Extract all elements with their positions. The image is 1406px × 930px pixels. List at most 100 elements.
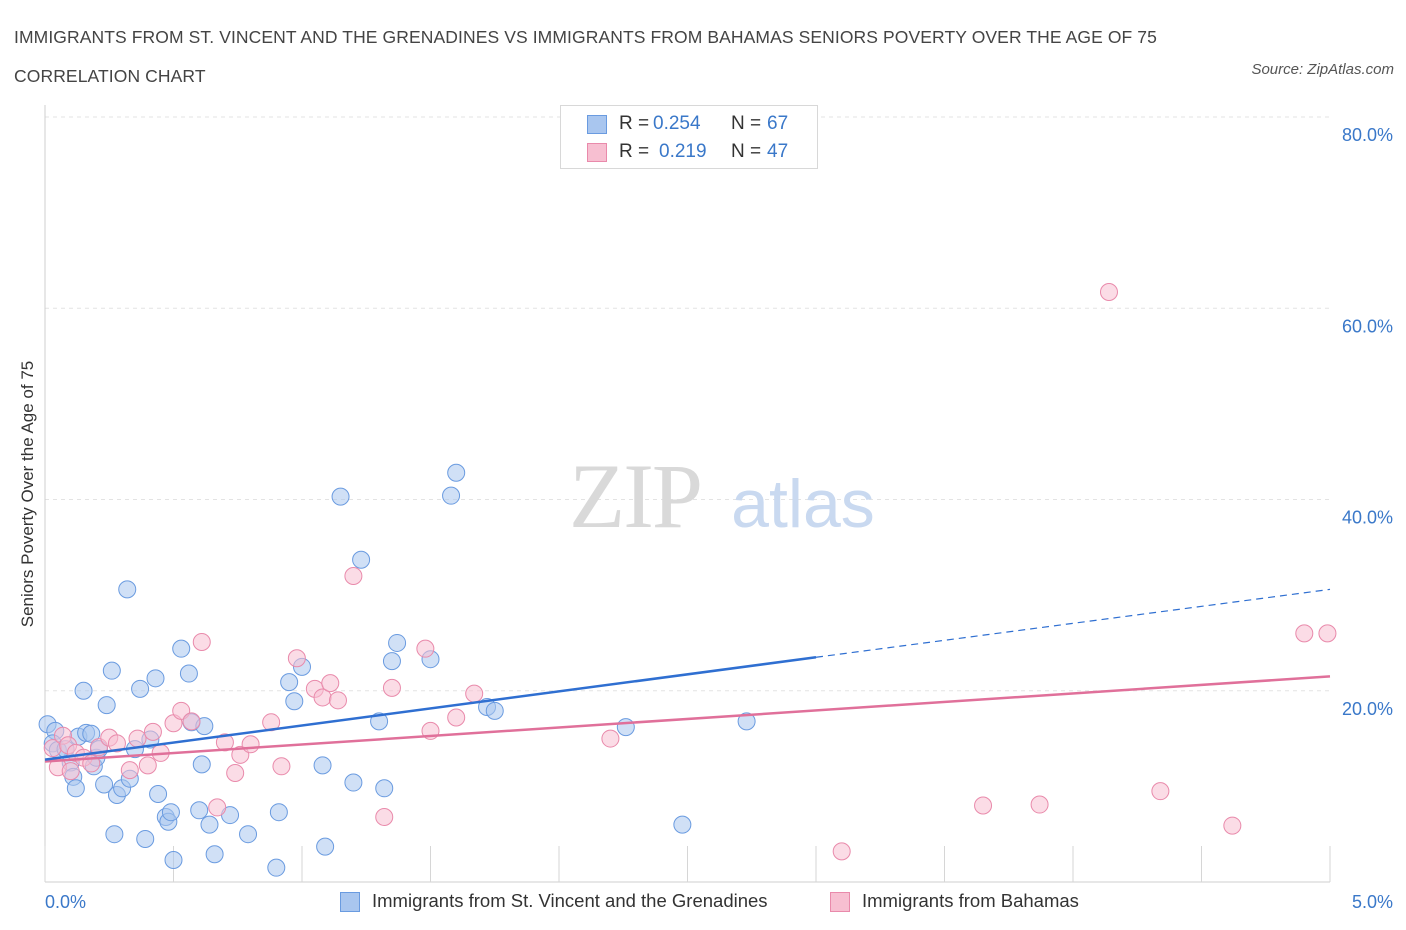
point-svg xyxy=(344,773,363,792)
point-svg xyxy=(161,803,180,822)
point-svg xyxy=(95,775,114,794)
point-svg xyxy=(118,580,137,599)
trend-line-svg-extension xyxy=(815,588,1331,658)
point-bahamas xyxy=(601,729,620,748)
point-bahamas xyxy=(375,807,394,826)
point-bahamas xyxy=(138,756,157,775)
point-bahamas xyxy=(241,735,260,754)
point-bahamas xyxy=(215,733,234,752)
x-tick-label: 0.0% xyxy=(45,892,86,912)
tick-labels: 20.0% 40.0% 60.0% 80.0% 0.0% 5.0% xyxy=(45,125,1393,912)
legend-r-value: 0.219 xyxy=(659,141,707,162)
trend-line-svg xyxy=(44,656,817,761)
point-svg xyxy=(136,829,155,848)
point-bahamas xyxy=(1318,624,1337,643)
point-svg xyxy=(82,724,101,743)
point-svg xyxy=(442,486,461,505)
stats-legend: R = 0.254 N = 67 R = 0.219 N = 47 xyxy=(560,105,818,169)
point-svg xyxy=(382,652,401,671)
series-svg-points xyxy=(38,463,756,877)
point-bahamas xyxy=(1030,795,1049,814)
series-bahamas-points xyxy=(43,282,1337,861)
bottom-legend-label-bahamas: Immigrants from Bahamas xyxy=(862,890,1079,911)
point-bahamas xyxy=(107,734,126,753)
x-tick-label: 5.0% xyxy=(1352,892,1393,912)
point-bahamas xyxy=(344,567,363,585)
point-bahamas xyxy=(416,639,435,658)
point-svg xyxy=(267,858,286,877)
point-bahamas xyxy=(61,762,80,781)
y-tick-label: 80.0% xyxy=(1342,125,1393,145)
point-bahamas xyxy=(182,712,201,731)
point-svg xyxy=(97,696,116,715)
bottom-legend-label-svg: Immigrants from St. Vincent and the Gren… xyxy=(372,890,768,911)
legend-swatch-svg xyxy=(587,115,607,134)
y-tick-label: 60.0% xyxy=(1342,316,1393,336)
source-credit: Source: ZipAtlas.com xyxy=(1251,61,1394,78)
point-svg xyxy=(269,803,288,822)
point-bahamas xyxy=(321,674,340,693)
point-svg xyxy=(616,718,635,737)
point-svg xyxy=(74,681,93,700)
point-bahamas xyxy=(143,722,162,741)
gridlines xyxy=(45,116,1330,692)
point-svg xyxy=(131,679,150,698)
legend-r-label: R = xyxy=(619,141,650,162)
point-svg xyxy=(447,463,466,482)
point-svg xyxy=(146,669,165,688)
point-bahamas xyxy=(1151,782,1170,801)
point-svg xyxy=(164,851,183,870)
chart-title: IMMIGRANTS FROM ST. VINCENT AND THE GREN… xyxy=(14,27,1157,86)
point-bahamas xyxy=(120,761,139,780)
point-svg xyxy=(673,815,692,834)
bottom-legend-swatch-bahamas xyxy=(830,892,850,912)
point-bahamas xyxy=(382,678,401,697)
point-bahamas xyxy=(192,632,211,651)
point-svg xyxy=(370,712,389,731)
point-bahamas xyxy=(1295,624,1314,643)
point-bahamas xyxy=(287,649,306,668)
point-svg xyxy=(102,661,121,680)
point-svg xyxy=(66,779,85,798)
point-svg xyxy=(285,692,304,711)
legend-r-value: 0.254 xyxy=(653,113,701,134)
legend-n-value: 47 xyxy=(767,141,789,162)
point-bahamas xyxy=(1223,816,1242,835)
legend-swatch-bahamas xyxy=(587,143,607,162)
trend-line-bahamas xyxy=(44,675,1331,763)
watermark-zip: ZIP xyxy=(569,445,701,547)
point-svg xyxy=(190,801,209,820)
trend-lines xyxy=(44,588,1331,763)
bottom-legend-swatch-svg xyxy=(340,892,360,912)
legend-n-label: N = xyxy=(731,113,762,134)
legend-n-label: N = xyxy=(731,141,762,162)
point-bahamas xyxy=(128,729,147,748)
point-svg xyxy=(331,487,350,506)
point-svg xyxy=(313,756,332,775)
point-svg xyxy=(375,779,394,798)
y-tick-label: 40.0% xyxy=(1342,508,1393,528)
point-svg xyxy=(485,701,504,720)
point-bahamas xyxy=(974,796,993,815)
point-bahamas xyxy=(832,842,851,861)
point-bahamas xyxy=(328,691,347,710)
point-svg xyxy=(239,825,258,844)
y-tick-label: 20.0% xyxy=(1342,699,1393,719)
point-svg xyxy=(200,815,219,834)
point-bahamas xyxy=(272,757,291,776)
point-svg xyxy=(205,845,224,864)
point-svg xyxy=(179,664,198,683)
point-bahamas xyxy=(226,763,245,782)
point-svg xyxy=(352,550,371,569)
point-svg xyxy=(172,639,191,658)
point-svg xyxy=(192,755,211,774)
point-bahamas xyxy=(447,708,466,727)
point-svg xyxy=(149,785,168,804)
point-svg xyxy=(316,837,335,856)
point-bahamas xyxy=(1099,282,1118,301)
point-svg xyxy=(737,712,756,731)
point-svg xyxy=(280,673,299,692)
point-bahamas xyxy=(208,798,227,817)
point-bahamas xyxy=(465,684,484,703)
